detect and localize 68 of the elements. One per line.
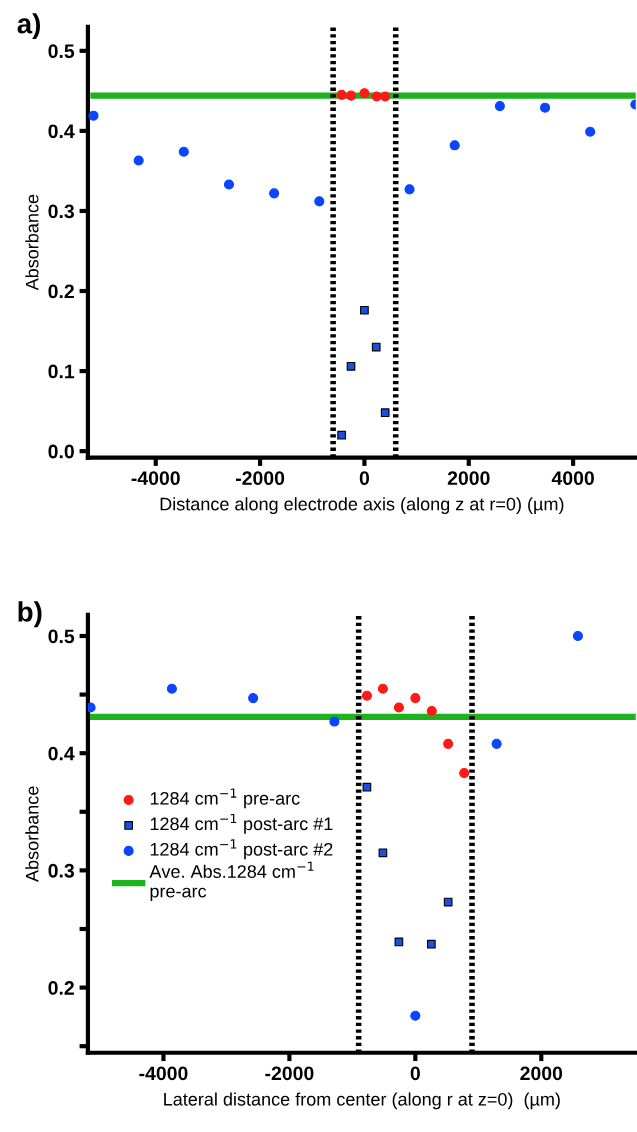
y-tick-label: 0.2 — [48, 284, 74, 299]
point — [314, 196, 325, 207]
point — [449, 140, 460, 151]
x-tick-label: -4000 — [131, 471, 180, 486]
y-axis-title: Absorbance — [25, 194, 39, 291]
point — [459, 768, 470, 779]
point — [572, 630, 583, 642]
legend-label: 1284 cm$^{−1}$ post-arc #2 — [150, 839, 333, 860]
point — [88, 110, 99, 121]
point — [494, 101, 505, 112]
y-tick-label: 0.4 — [48, 746, 75, 761]
point — [539, 102, 551, 113]
point — [133, 155, 144, 166]
point — [360, 305, 369, 315]
point — [223, 179, 235, 190]
y-axis-title: Absorbance — [25, 786, 39, 882]
x-tick-label: 0 — [410, 1066, 420, 1081]
point — [491, 738, 502, 749]
x-tick-label: -4000 — [139, 1066, 188, 1081]
point — [248, 693, 259, 704]
point — [87, 702, 96, 713]
point — [426, 939, 436, 949]
y-tick-label: 0.4 — [48, 124, 75, 139]
point — [393, 702, 404, 713]
legend-label: 1284 cm$^{−1}$ post-arc #1 — [150, 813, 333, 834]
point — [178, 146, 189, 157]
y-tick-label: 0.1 — [48, 364, 75, 379]
point — [166, 683, 177, 694]
x-tick-label: -2000 — [235, 471, 285, 486]
legend-label: 1284 cm$^{−1}$ pre-arc — [150, 788, 300, 809]
point — [410, 1010, 421, 1021]
y-tick-label: 0.3 — [48, 204, 75, 219]
point — [585, 126, 596, 137]
y-tick-label: 0.2 — [48, 981, 74, 995]
x-tick-label: 4000 — [551, 471, 594, 486]
point — [329, 716, 340, 727]
chart-title: a) — [17, 13, 41, 40]
point — [362, 782, 372, 792]
x-tick-label: 0 — [359, 471, 370, 486]
point — [377, 683, 388, 694]
point — [378, 848, 388, 858]
x-tick-label: -2000 — [265, 1066, 314, 1081]
point — [380, 408, 390, 418]
point — [443, 897, 453, 907]
x-axis-title: Lateral distance from center (along r at z=0) (µm) — [164, 1092, 560, 1110]
chart-title: b) — [18, 601, 42, 628]
y-tick-label: 0.5 — [48, 629, 75, 644]
text: Ave. Abs.1284 cm$^{−1}$ pre-arc — [149, 861, 314, 902]
point — [371, 342, 381, 352]
point — [345, 90, 357, 101]
x-tick-label: 2000 — [520, 1066, 563, 1081]
y-tick-label: 0.3 — [48, 863, 75, 878]
y-tick-label: 0.5 — [48, 44, 75, 59]
point — [380, 91, 391, 102]
point — [361, 690, 372, 701]
point — [346, 361, 356, 371]
x-tick-label: 2000 — [447, 471, 490, 486]
x-axis-title: Distance along electrode axis (along z at r=0) (µm) — [160, 497, 564, 515]
point — [269, 188, 280, 199]
point — [359, 88, 370, 99]
point — [410, 693, 421, 704]
point — [336, 89, 347, 100]
point — [404, 184, 415, 195]
point — [337, 430, 346, 440]
point — [443, 738, 454, 749]
y-tick-label: 0.0 — [48, 444, 74, 459]
point — [371, 91, 382, 102]
point — [426, 705, 437, 717]
